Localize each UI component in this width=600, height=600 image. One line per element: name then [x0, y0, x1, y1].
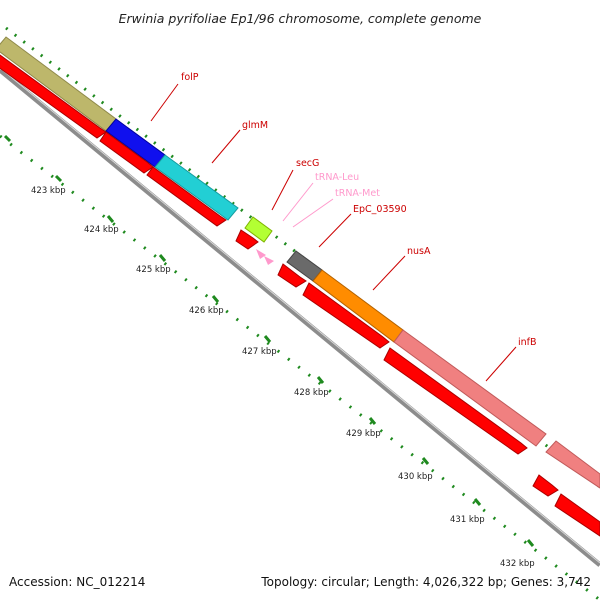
cds-track: [0, 54, 600, 537]
scale-label-426: 426 kbp: [189, 306, 224, 316]
cds-arrow: [0, 54, 107, 139]
label-tRNA-Leu: tRNA-Leu: [315, 172, 359, 183]
map-title: Erwinia pyrifoliae Ep1/96 chromosome, co…: [119, 11, 482, 26]
label-EpC_03590: EpC_03590: [353, 204, 407, 215]
scale-label-423: 423 kbp: [31, 186, 66, 196]
scale-tick-ring: [0, 134, 600, 600]
genome-summary-text: Topology: circular; Length: 4,026,322 bp…: [260, 575, 591, 589]
label-glmM: glmM: [242, 120, 268, 131]
cds-arrow: [532, 474, 559, 497]
scale-tick: [316, 376, 325, 384]
cds-arrow: [302, 282, 390, 349]
scale-label-425: 425 kbp: [136, 265, 171, 275]
chromosome-backbone: [0, 68, 600, 567]
accession-text: Accession: NC_012214: [9, 575, 145, 589]
gene-labels: folP glmM secG tRNA-Leu tRNA-Met EpC_035…: [181, 72, 537, 348]
scale-label-429: 429 kbp: [346, 429, 381, 439]
gene-bar-secG: [244, 216, 273, 243]
gene-bar-next: [545, 440, 600, 489]
label-infB: infB: [518, 337, 537, 348]
leader-infB: [485, 346, 517, 382]
scale-labels: 423 kbp 424 kbp 425 kbp 426 kbp 427 kbp …: [31, 186, 535, 569]
cds-arrow: [277, 263, 307, 288]
scale-tick: [3, 134, 12, 143]
scale-label-431: 431 kbp: [450, 515, 485, 525]
label-secG: secG: [296, 158, 319, 169]
scale-tick: [368, 417, 377, 425]
leader-EpC_03590: [318, 213, 352, 248]
scale-label-430: 430 kbp: [398, 472, 433, 482]
trna-met-marker: [264, 256, 274, 265]
feature-track: [0, 36, 600, 489]
trna-markers: [256, 249, 274, 265]
leader-tRNA-Leu: [282, 182, 314, 222]
leader-nusA: [372, 255, 406, 291]
scale-tick: [211, 295, 220, 303]
scale-label-432: 432 kbp: [500, 559, 535, 569]
cds-arrow: [235, 229, 259, 250]
leader-tRNA-Met: [292, 198, 334, 228]
label-tRNA-Met: tRNA-Met: [335, 188, 380, 199]
cds-arrow: [146, 166, 227, 227]
scale-tick: [473, 498, 482, 506]
scale-label-424: 424 kbp: [84, 225, 119, 235]
chromosome-backbone-highlight: [0, 67, 600, 564]
leader-secG: [271, 169, 294, 211]
label-nusA: nusA: [407, 246, 431, 257]
cds-arrow: [99, 131, 154, 174]
leader-glmM: [211, 129, 241, 164]
cds-arrow: [383, 347, 528, 455]
scale-label-427: 427 kbp: [242, 347, 277, 357]
scale-tick: [54, 174, 63, 183]
label-folP: folP: [181, 72, 199, 83]
scale-tick: [421, 457, 430, 465]
scale-tick: [526, 539, 535, 547]
scale-major-ticks: [3, 134, 535, 547]
scale-tick: [106, 215, 115, 223]
trna-leu-marker: [256, 249, 266, 259]
leader-folP: [150, 83, 179, 122]
gene-bar-infB: [393, 329, 547, 447]
label-leaders: [150, 83, 517, 382]
cds-arrow: [554, 493, 600, 537]
gene-bar-glmM: [154, 154, 239, 221]
scale-label-428: 428 kbp: [294, 388, 329, 398]
scale-tick: [263, 335, 272, 343]
scale-tick: [158, 254, 167, 262]
